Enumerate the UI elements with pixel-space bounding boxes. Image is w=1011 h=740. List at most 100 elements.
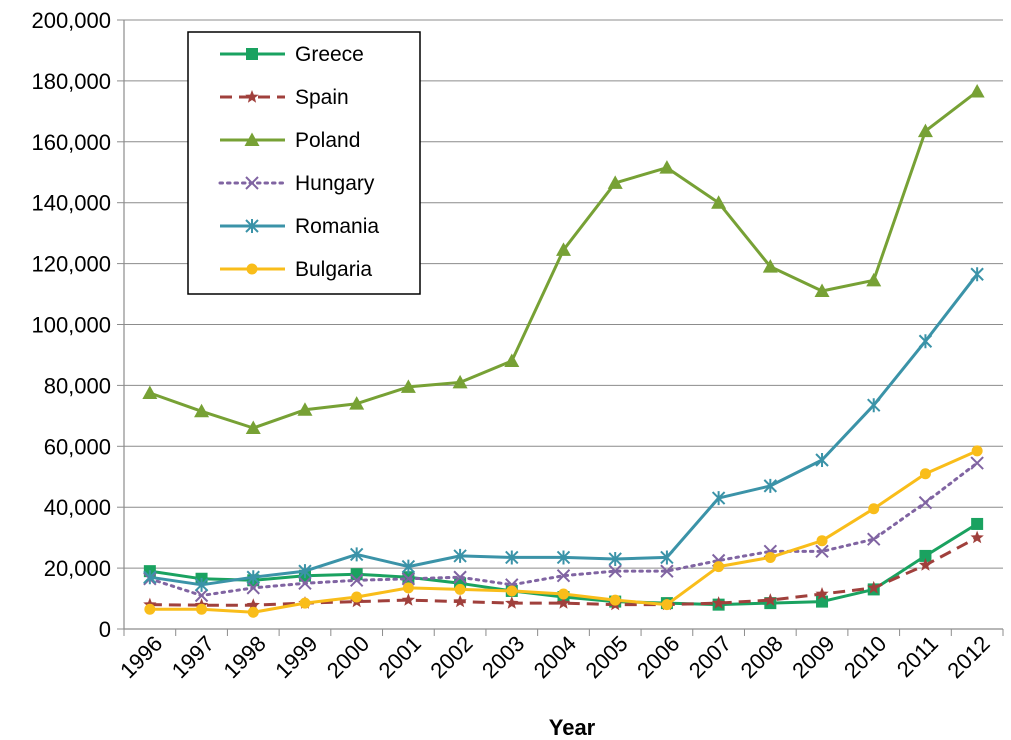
x-tick-label: 2001 [374, 631, 426, 683]
legend-label-greece: Greece [295, 43, 364, 66]
data-point-romania [970, 267, 984, 282]
legend-label-spain: Spain [295, 86, 349, 109]
y-tick-label: 0 [99, 617, 111, 642]
y-tick-label: 200,000 [31, 8, 111, 33]
data-point-bulgaria [506, 585, 518, 597]
legend-marker-hungary [245, 176, 259, 190]
series-line-spain [149, 536, 978, 607]
data-point-bulgaria [816, 535, 828, 547]
legend-item-bulgaria: Bulgaria [220, 258, 372, 281]
x-tick-label: 2002 [425, 631, 477, 683]
data-point-spain [815, 587, 829, 600]
data-point-poland [969, 84, 985, 98]
data-point-romania [453, 548, 467, 563]
axes [117, 19, 1004, 636]
data-point-bulgaria [971, 445, 983, 457]
series-poland [142, 84, 985, 435]
legend-item-hungary: Hungary [218, 172, 375, 195]
data-point-romania [143, 570, 157, 585]
data-point-poland [607, 175, 623, 189]
data-point-hungary [246, 581, 260, 595]
data-point-poland [142, 385, 158, 400]
y-tick-label: 60,000 [44, 434, 111, 459]
data-point-romania [194, 577, 209, 592]
data-point-bulgaria [247, 606, 259, 618]
x-tick-label: 2005 [580, 631, 632, 683]
x-tick-label: 2009 [787, 631, 839, 683]
legend-items: Greece Spain Poland Hungary Romania Bulgaria [218, 43, 379, 281]
data-point-romania [918, 334, 933, 349]
series-lines [142, 84, 985, 618]
x-tick-label: 1997 [167, 631, 219, 683]
data-point-romania [867, 398, 881, 413]
legend-item-greece: Greece [220, 43, 364, 66]
series-romania [143, 267, 984, 592]
x-tick-label: 2007 [684, 631, 736, 683]
legend-label-hungary: Hungary [295, 172, 375, 195]
x-tick-label: 2000 [322, 631, 374, 683]
x-tick-label: 2008 [736, 631, 788, 683]
data-point-hungary [401, 572, 416, 586]
data-point-hungary [918, 495, 933, 510]
legend-marker-greece [246, 48, 258, 60]
data-point-hungary [867, 532, 881, 546]
x-axis-title: Year [549, 715, 596, 740]
legend-marker-spain [245, 90, 259, 103]
data-point-bulgaria [661, 599, 673, 611]
x-tick-label: 2006 [632, 631, 684, 683]
data-point-romania [660, 550, 674, 565]
data-point-hungary [453, 570, 467, 584]
legend-label-romania: Romania [295, 215, 379, 238]
data-point-poland [814, 283, 830, 298]
data-point-poland [659, 160, 675, 174]
data-point-romania [349, 547, 364, 562]
x-tick-label: 2003 [477, 631, 529, 683]
data-point-bulgaria [196, 603, 208, 615]
x-tick-label: 1996 [115, 631, 167, 683]
series-hungary [143, 456, 984, 603]
legend-item-spain: Spain [220, 86, 349, 109]
data-point-hungary [815, 544, 829, 559]
data-point-poland [245, 420, 261, 435]
legend-marker-bulgaria [246, 263, 258, 275]
data-point-spain [401, 593, 415, 606]
data-point-hungary [970, 456, 984, 470]
series-bulgaria [144, 445, 983, 618]
legend-label-bulgaria: Bulgaria [295, 258, 372, 281]
data-point-poland [711, 195, 727, 209]
data-point-romania [298, 564, 312, 579]
x-tick-label: 2010 [839, 631, 891, 683]
data-point-greece [350, 568, 363, 581]
y-tick-label: 140,000 [31, 191, 111, 216]
data-point-poland [504, 353, 520, 368]
data-point-bulgaria [144, 603, 156, 615]
data-point-spain [556, 596, 571, 609]
y-tick-label: 180,000 [31, 69, 111, 94]
data-point-greece [402, 571, 415, 584]
legend-label-poland: Poland [295, 129, 360, 152]
data-point-bulgaria [609, 594, 621, 606]
legend-marker-poland [244, 132, 260, 146]
data-point-bulgaria [299, 597, 311, 609]
x-tick-label: 2011 [892, 631, 943, 682]
data-point-hungary [608, 564, 622, 578]
y-tick-label: 80,000 [44, 373, 111, 398]
data-point-romania [763, 478, 778, 493]
data-point-romania [505, 550, 519, 565]
data-point-bulgaria [454, 583, 466, 595]
legend-marker-romania [245, 219, 259, 233]
y-tick-label: 160,000 [31, 130, 111, 155]
data-point-hungary [660, 564, 674, 578]
x-tick-label: 2004 [529, 631, 581, 683]
y-tick-label: 100,000 [31, 313, 111, 338]
data-point-spain [763, 593, 777, 606]
data-point-bulgaria [558, 588, 569, 600]
legend-item-poland: Poland [220, 129, 360, 152]
x-tick-label: 2012 [942, 631, 994, 683]
data-point-spain [246, 598, 260, 611]
data-point-hungary [349, 573, 364, 587]
data-point-poland [349, 396, 365, 410]
data-point-greece [971, 517, 984, 530]
